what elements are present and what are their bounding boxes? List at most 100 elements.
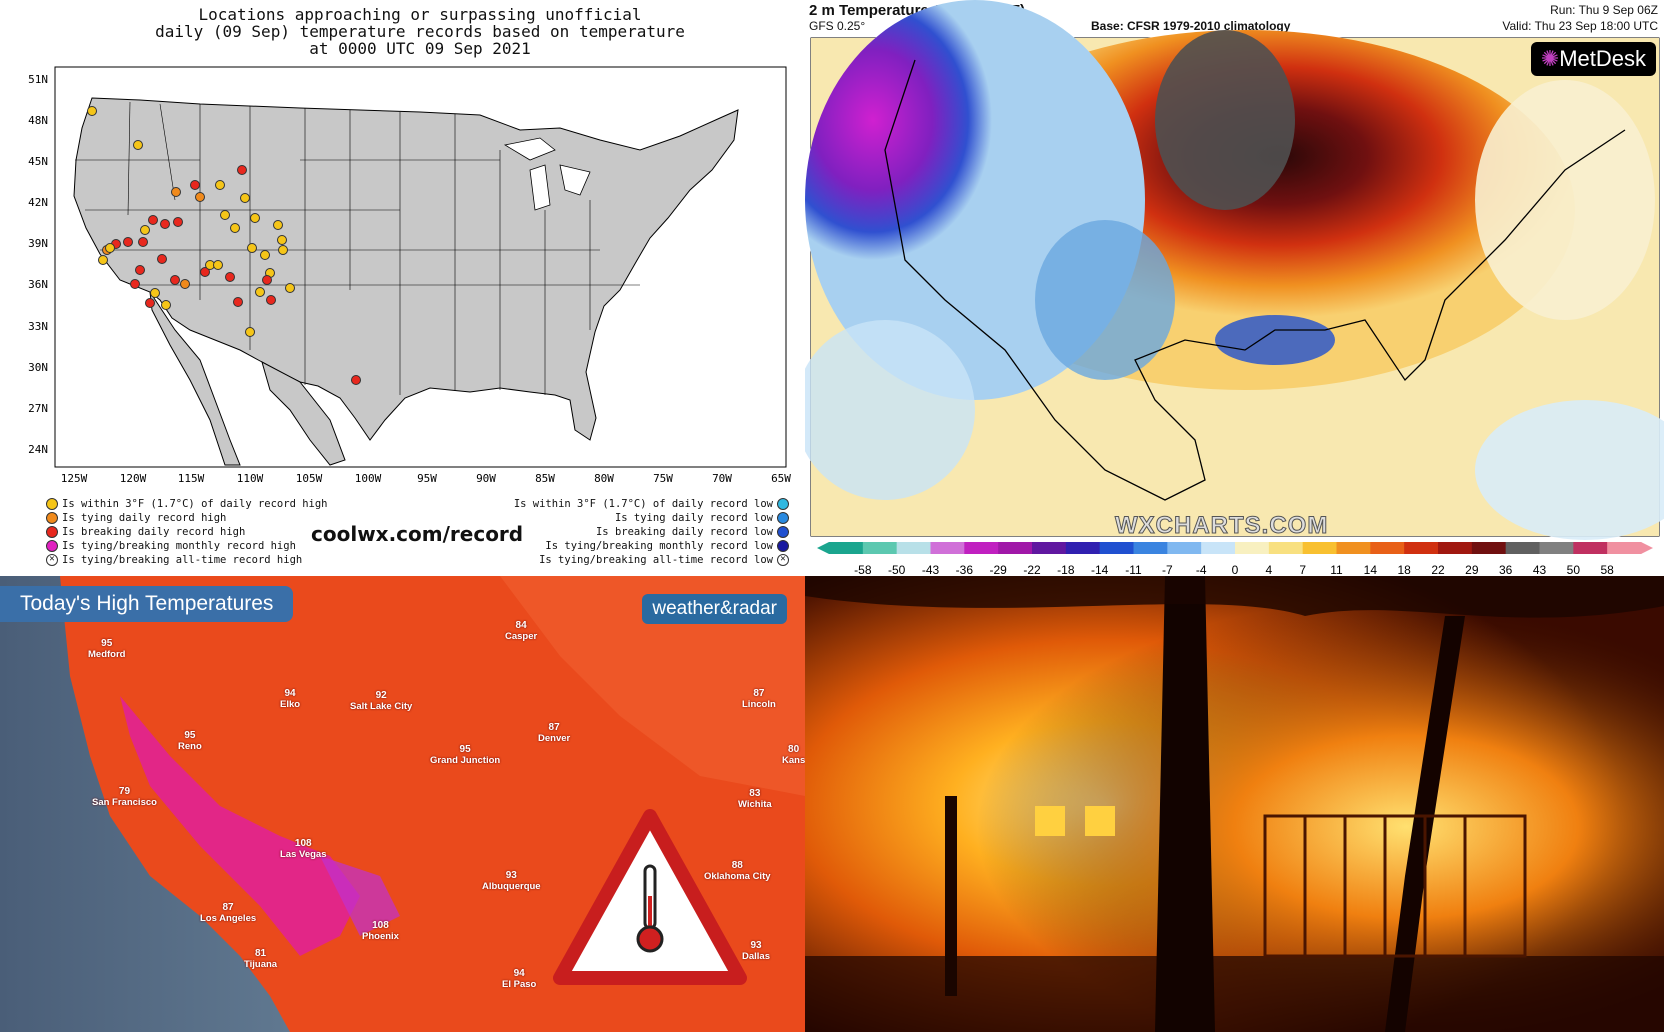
colorbar-tick-label: 22 — [1431, 563, 1445, 576]
city-label: 88 Oklahoma City — [704, 860, 771, 882]
colorbar-tick-label: -50 — [888, 563, 906, 576]
map-title-line-2: daily (09 Sep) temperature records based… — [155, 22, 685, 41]
highs-map-svg — [0, 576, 805, 1032]
lon-label: 80W — [594, 472, 614, 485]
colorbar-segment — [1133, 542, 1168, 554]
city-label: 95 Grand Junction — [430, 744, 501, 766]
legend-dot — [46, 526, 58, 538]
legend-high-3: Is breaking daily record high — [42, 526, 245, 538]
weather-radar-logo: weather&radar — [642, 594, 787, 624]
legend-low-1: Is within 3°F (1.7°C) of daily record lo… — [514, 498, 793, 510]
lat-label: 33N — [28, 320, 48, 333]
lat-label: 36N — [28, 278, 48, 291]
station-markers — [87, 106, 361, 385]
anomaly-colorbar: -58 -50 -43 -36 -29 -22 -18 -14 -11 -7 -4 0 4 7 11 14 18… — [817, 542, 1653, 576]
metdesk-star-icon: ✺ — [1540, 46, 1560, 71]
colorbar-segment — [1370, 542, 1405, 554]
city-label: 94 El Paso — [502, 968, 537, 990]
lon-label: 125W — [61, 472, 88, 485]
legend-low-5: Is tying/breaking all-time record low ✕ — [539, 554, 793, 566]
colorbar-tick-label: -4 — [1196, 563, 1207, 576]
model-label: GFS 0.25° — [809, 19, 866, 33]
legend-high-5: ✕ Is tying/breaking all-time record high — [42, 554, 302, 566]
lon-label: 120W — [120, 472, 147, 485]
colorbar-segment — [1032, 542, 1067, 554]
longitude-labels: 125W 120W 115W 110W 105W 100W 95W 90W 85… — [61, 472, 792, 485]
lat-label: 45N — [28, 155, 48, 168]
city-label: 92 Salt Lake City — [350, 690, 413, 712]
lon-label: 70W — [712, 472, 732, 485]
colorbar-tick-label: 0 — [1232, 563, 1239, 576]
colorbar-tick-label: -29 — [989, 563, 1007, 576]
latitude-labels: 51N 48N 45N 42N 39N 36N 33N 30N 27N 24N — [28, 73, 48, 456]
colorbar-segment — [1235, 542, 1270, 554]
map-title-line-1: Locations approaching or surpassing unof… — [198, 5, 642, 24]
legend-high-4: Is tying/breaking monthly record high — [42, 540, 296, 552]
legend-dot — [777, 540, 789, 552]
city-label: 93 Albuquerque — [482, 870, 541, 892]
colorbar-tick-label: -58 — [854, 563, 872, 576]
city-label: 81 Tijuana — [244, 948, 278, 970]
colorbar-tick-label: 7 — [1299, 563, 1306, 576]
colorbar-segment — [1573, 542, 1608, 554]
legend-low-3: Is breaking daily record low — [596, 526, 793, 538]
legend-x-icon: ✕ — [46, 554, 58, 566]
valid-label: Valid: Thu 23 Sep 18:00 UTC — [1502, 19, 1658, 33]
todays-high-temperatures-panel: Today's High Temperatures weather&radar … — [0, 576, 805, 1032]
colorbar-tick-label: -14 — [1091, 563, 1109, 576]
colorbar-tick-label: -43 — [922, 563, 940, 576]
legend-low-2: Is tying daily record low — [615, 512, 793, 524]
colorbar-segment — [1404, 542, 1439, 554]
colorbar-segment — [1201, 542, 1236, 554]
lat-label: 27N — [28, 402, 48, 415]
colorbar-segment — [1336, 542, 1371, 554]
city-label: 87 Denver — [538, 722, 571, 744]
lon-label: 90W — [476, 472, 496, 485]
colorbar-segment — [1438, 542, 1473, 554]
colorbar-segment — [829, 542, 864, 554]
city-label: 83 Wichita — [738, 788, 772, 810]
legend-dot — [46, 498, 58, 510]
colorbar-tick-label: 14 — [1364, 563, 1378, 576]
colorbar-segment — [964, 542, 999, 554]
legend-high-1: Is within 3°F (1.7°C) of daily record hi… — [42, 498, 328, 510]
colorbar-segment — [1167, 542, 1202, 554]
city-label: 84 Casper — [505, 620, 538, 642]
colorbar-tick-label: -18 — [1057, 563, 1075, 576]
metdesk-logo: ✺MetDesk — [1530, 42, 1656, 76]
fire-scene-svg — [805, 576, 1664, 1032]
record-temperature-map-panel: Locations approaching or surpassing unof… — [0, 0, 805, 576]
lon-label: 75W — [653, 472, 673, 485]
colorbar-segment — [998, 542, 1033, 554]
city-label: 93 Dallas — [742, 940, 770, 962]
lat-label: 30N — [28, 361, 48, 374]
colorbar-segment — [930, 542, 965, 554]
colorbar-tick-label: 36 — [1499, 563, 1513, 576]
lon-label: 100W — [355, 472, 382, 485]
wildfire-photo — [805, 576, 1664, 1032]
lat-label: 42N — [28, 196, 48, 209]
colorbar-segment — [1302, 542, 1337, 554]
lat-label: 51N — [28, 73, 48, 86]
colorbar-tick-label: 18 — [1397, 563, 1411, 576]
legend-dot — [777, 512, 789, 524]
record-map-svg: 51N 48N 45N 42N 39N 36N 33N 30N 27N 24N … — [28, 66, 792, 485]
lon-label: 85W — [535, 472, 555, 485]
lon-label: 65W — [771, 472, 791, 485]
colorbar-segment — [1099, 542, 1134, 554]
colorbar-segment — [1065, 542, 1101, 554]
lon-label: 105W — [296, 472, 323, 485]
colorbar-segment — [862, 542, 898, 554]
lon-label: 115W — [178, 472, 205, 485]
colorbar-segment — [1607, 542, 1642, 554]
lon-label: 95W — [417, 472, 437, 485]
lat-label: 48N — [28, 114, 48, 127]
city-label: 95 Reno — [178, 730, 202, 752]
colorbar-tick-label: 50 — [1567, 563, 1581, 576]
anomaly-map-svg — [805, 0, 1664, 540]
legend-dot — [46, 540, 58, 552]
city-label: 80 Kans — [782, 744, 805, 766]
city-label: 108 Las Vegas — [280, 838, 327, 860]
city-label: 94 Elko — [280, 688, 301, 710]
legend-high-2: Is tying daily record high — [42, 512, 226, 524]
